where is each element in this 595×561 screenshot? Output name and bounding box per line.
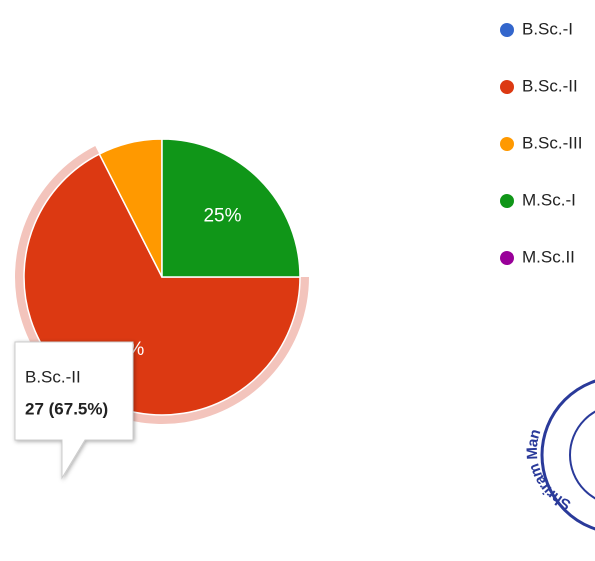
legend-dot: [500, 80, 514, 94]
legend-dot: [500, 23, 514, 37]
tooltip: [14, 341, 134, 480]
legend-dot: [500, 137, 514, 151]
tooltip-value: 27 (67.5%): [25, 399, 108, 418]
tooltip-title: B.Sc.-II: [25, 367, 81, 386]
legend-dot: [500, 251, 514, 265]
stamp: Shriram Man: [524, 379, 595, 531]
legend-label: B.Sc.-II: [522, 76, 578, 95]
legend-label: B.Sc.-I: [522, 19, 573, 38]
legend-label: M.Sc.-I: [522, 190, 576, 209]
tooltip-box: [14, 341, 134, 480]
legend-label: M.Sc.II: [522, 247, 575, 266]
stamp-text: Shriram Man: [524, 427, 574, 513]
slice: [161, 138, 301, 278]
slice-label: 25%: [203, 206, 241, 227]
legend-dot: [500, 194, 514, 208]
legend-label: B.Sc.-III: [522, 133, 582, 152]
